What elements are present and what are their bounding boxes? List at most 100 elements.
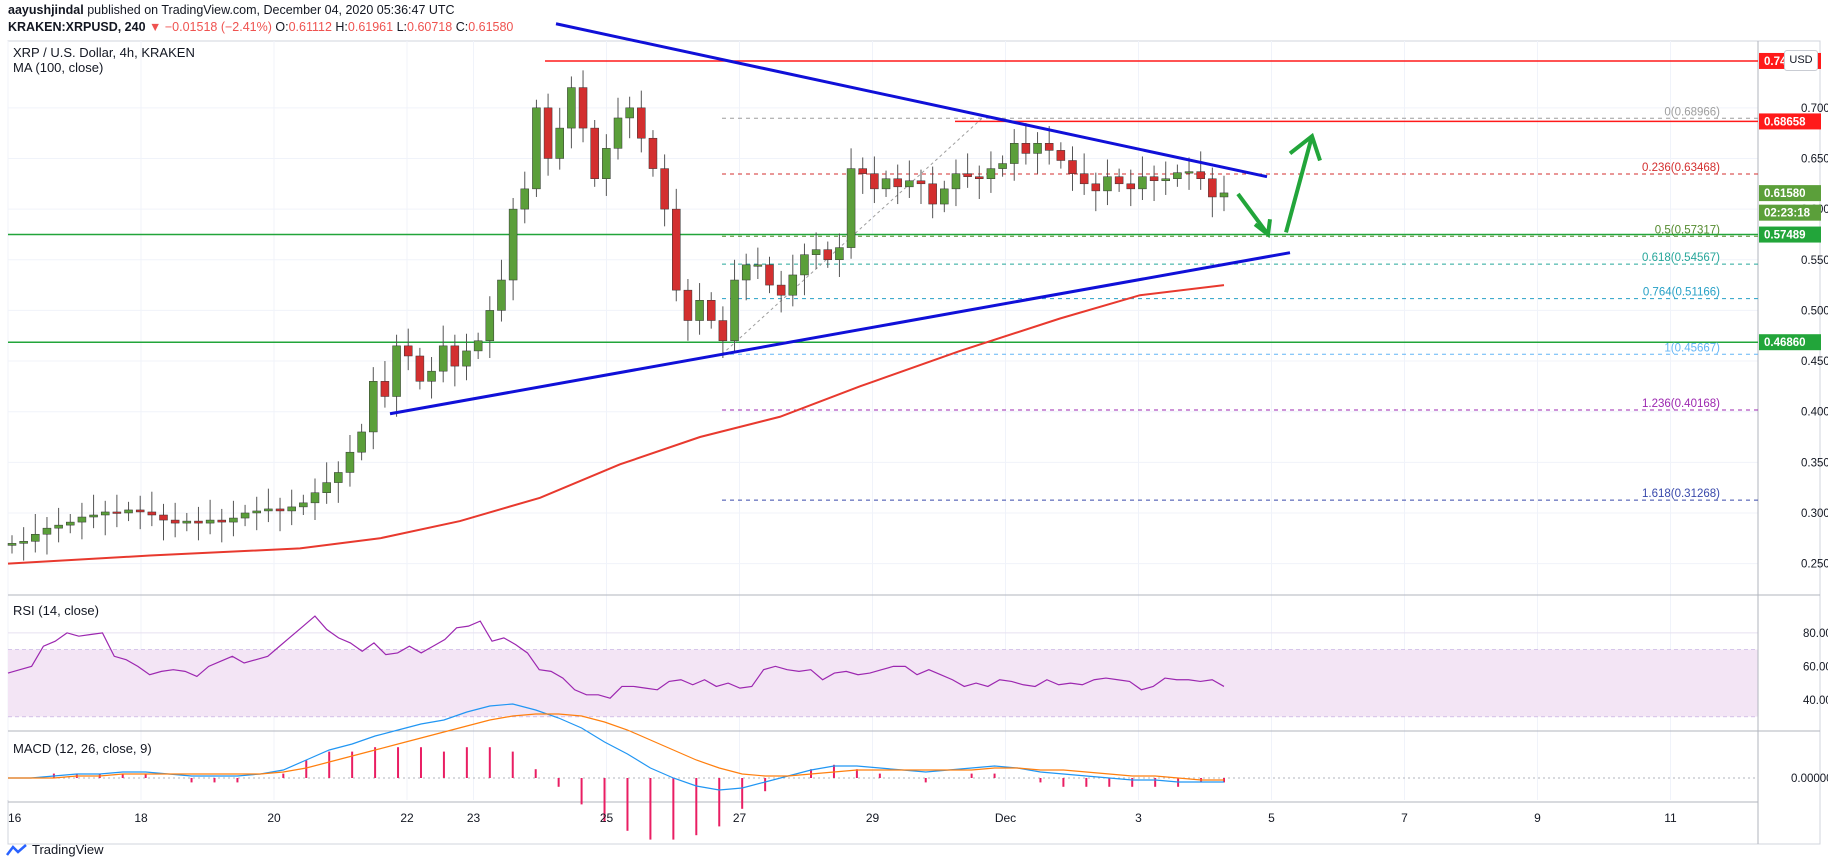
candle-body — [1126, 183, 1136, 190]
fib-levels: 0(0.68966) 0.236(0.63468) 0.5(0.57317) 0.61… — [722, 106, 1758, 501]
fib-label: 0.764(0.51166) — [1643, 287, 1720, 299]
y-tick-label: 0.35000 — [1801, 457, 1828, 469]
publish-line: aayushjindal published on TradingView.co… — [8, 3, 455, 17]
candle-body — [532, 107, 541, 190]
candle-body — [42, 527, 52, 535]
candle-body — [1149, 176, 1159, 182]
ma-legend: MA (100, close) — [13, 60, 104, 75]
candle-body — [998, 163, 1007, 169]
candle-body — [450, 345, 460, 367]
candle-body — [835, 247, 844, 261]
candle-body — [602, 148, 611, 179]
x-tick-label: Dec — [995, 811, 1016, 825]
price-tag — [1759, 334, 1821, 351]
tradingview-logo[interactable]: TradingView — [6, 842, 104, 857]
price-tag-text: 0.57489 — [1764, 230, 1806, 242]
x-tick-label: 22 — [400, 811, 414, 825]
candle-body — [695, 300, 704, 321]
candle-body — [147, 511, 157, 516]
price-tag-text: 0.61580 — [1764, 188, 1806, 200]
x-tick-label: 16 — [8, 811, 22, 825]
candle-body — [648, 137, 658, 169]
price-tag-text: 02:23:18 — [1764, 208, 1811, 220]
fib-label: 0.618(0.54567) — [1642, 252, 1720, 264]
candle-body — [357, 431, 366, 453]
candle-body — [660, 168, 669, 210]
candle-body — [951, 173, 961, 190]
trendline — [555, 22, 1268, 179]
currency-button[interactable]: USD — [1784, 50, 1818, 71]
fib-label: 1.618(0.31268) — [1642, 488, 1720, 500]
price-tag-text: 0.68658 — [1764, 116, 1806, 128]
candle-body — [555, 127, 564, 159]
candle-body — [788, 274, 798, 296]
candle-body — [1068, 160, 1077, 174]
candle-body — [334, 472, 343, 483]
x-tick-label: 27 — [733, 811, 747, 825]
y-tick-label: 0.00000 — [1791, 773, 1828, 785]
signal-line — [8, 713, 1224, 781]
candle-body — [1079, 173, 1089, 185]
price-labels: 0.746280.686580.6158002:23:180.574890.46… — [1759, 52, 1821, 351]
candle-body — [310, 492, 320, 504]
candle-body — [205, 519, 215, 524]
candle-body — [1138, 176, 1147, 190]
pane-dividers — [8, 41, 1820, 844]
candle-body — [963, 173, 972, 177]
low-label: L: — [396, 20, 408, 34]
y-tick-label: 40.00 — [1803, 695, 1828, 707]
high-value: 0.61961 — [347, 20, 394, 34]
chart-frame — [7, 40, 1821, 845]
y-tick-label: 0.50000 — [1801, 305, 1828, 317]
candle-body — [322, 482, 331, 493]
forecast-arrow-up — [1284, 132, 1322, 233]
change-text: ▼ −0.01518 (−2.41%) — [149, 20, 272, 34]
candle-body — [77, 516, 87, 523]
candle-body — [252, 510, 261, 514]
tradingview-icon — [6, 843, 27, 856]
candle-body — [299, 502, 308, 508]
macd-histogram — [52, 747, 1225, 840]
candle-body — [870, 173, 879, 190]
candle-body — [287, 506, 296, 512]
candle-body — [275, 508, 285, 512]
y-tick-label: 0.70000 — [1801, 103, 1828, 115]
x-tick-label: 11 — [1664, 811, 1677, 825]
candle-body — [403, 345, 413, 357]
publisher-name[interactable]: aayushjindal — [8, 3, 84, 17]
forecast-arrows — [1236, 132, 1322, 239]
y-tick-label: 0.45000 — [1801, 356, 1828, 368]
x-tick-label: 23 — [467, 811, 481, 825]
candle-body — [100, 511, 110, 516]
candle-body — [135, 509, 145, 513]
candle-body — [672, 208, 681, 291]
candle-body — [1091, 183, 1101, 192]
rsi-legend: RSI (14, close) — [13, 603, 99, 618]
price-tag — [1759, 204, 1821, 221]
candle-body — [217, 519, 227, 523]
candle-body — [182, 520, 192, 524]
x-tick-label: 7 — [1401, 811, 1408, 825]
candle-body — [683, 289, 693, 321]
fib-label: 1(0.45667) — [1664, 342, 1720, 354]
y-tick-label: 0.55000 — [1801, 255, 1828, 267]
y-tick-label: 0.65000 — [1801, 153, 1828, 165]
chart-title: XRP / U.S. Dollar, 4h, KRAKEN — [13, 45, 195, 60]
candle-body — [753, 264, 763, 267]
candle-body — [438, 345, 448, 372]
candle-body — [928, 183, 937, 205]
candle-body — [194, 520, 203, 524]
candle-body — [345, 451, 355, 473]
price-tag-text: 0.46860 — [1764, 337, 1806, 349]
candle-body — [741, 264, 751, 281]
candle-body — [1103, 176, 1112, 192]
rsi-line — [7, 615, 1225, 699]
candle-body — [112, 511, 122, 514]
candle-body — [1009, 143, 1019, 164]
candle-body — [54, 524, 63, 529]
candle-body — [1184, 171, 1194, 174]
symbol-label: KRAKEN:XRPUSD, 240 — [8, 20, 146, 34]
y-tick-label: 60.00 — [1803, 661, 1828, 673]
candle-body — [1196, 171, 1205, 179]
